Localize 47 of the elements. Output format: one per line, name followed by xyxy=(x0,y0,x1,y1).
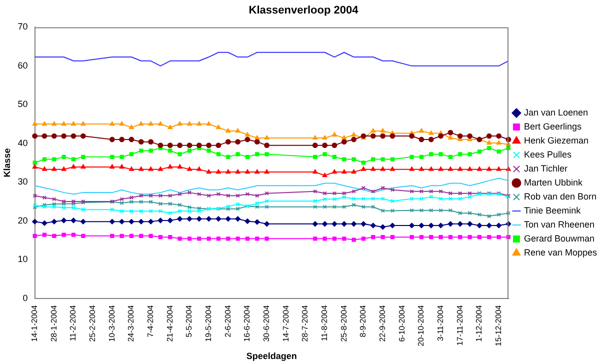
x-tick-label: 25-2-2004 xyxy=(88,304,98,342)
x-tick-label: 20-10-2004 xyxy=(416,304,426,346)
y-tick-label: 70 xyxy=(18,22,28,32)
x-tick-label: 19-5-2004 xyxy=(204,304,214,342)
legend-label: Kees Pulles xyxy=(524,149,572,160)
x-tick-label: 2-6-2004 xyxy=(223,304,232,338)
y-tick-label: 50 xyxy=(18,99,28,110)
legend-label: Henk Giezeman xyxy=(524,135,588,146)
x-tick-label: 11-2-2004 xyxy=(68,304,78,342)
x-tick-label: 8-9-2004 xyxy=(358,304,368,338)
x-tick-label: 6-10-2004 xyxy=(397,304,406,342)
x-tick-label: 22-9-2004 xyxy=(378,304,387,342)
y-tick-label: 10 xyxy=(18,254,28,264)
x-axis-title: Speeldagen xyxy=(246,351,297,362)
x-tick-label: 30-6-2004 xyxy=(262,304,271,342)
x-tick-label: 16-6-2004 xyxy=(242,304,252,342)
y-tick-label: 0 xyxy=(22,292,28,303)
x-tick-label: 17-11-2004 xyxy=(455,304,464,346)
legend-label: Rene van Moppes xyxy=(524,247,598,258)
x-tick-label: 14-7-2004 xyxy=(281,304,290,342)
x-tick-label: 24-3-2004 xyxy=(126,304,136,342)
legend-label: Marten Ubbink xyxy=(524,177,583,188)
legend-label: Tinie Beemink xyxy=(524,205,582,216)
legend-label: Gerard Bouwman xyxy=(524,233,594,244)
x-tick-label: 25-8-2004 xyxy=(339,304,348,342)
y-tick-label: 20 xyxy=(18,215,28,226)
x-tick-label: 5-5-2004 xyxy=(184,304,194,338)
x-tick-label: 15-12-2004 xyxy=(494,304,503,346)
legend-label: Rob van den Born xyxy=(524,191,597,202)
legend-label: Ton van Rheenen xyxy=(524,219,595,230)
x-tick-label: 7-4-2004 xyxy=(146,304,156,338)
x-tick-label: 21-4-2004 xyxy=(165,304,174,342)
x-tick-label: 10-3-2004 xyxy=(107,304,116,342)
x-tick-label: 28-1-2004 xyxy=(49,304,58,342)
y-axis-title: Klasse xyxy=(2,148,12,178)
x-tick-label: 28-7-2004 xyxy=(300,304,310,342)
x-tick-label: 1-12-2004 xyxy=(474,304,484,342)
chart-title: Klassenverloop 2004 xyxy=(248,4,360,17)
x-tick-label: 3-11-2004 xyxy=(436,304,445,342)
legend-label: Jan Tichler xyxy=(524,163,568,174)
y-tick-label: 40 xyxy=(18,138,28,148)
legend-label: Bert Geerlings xyxy=(524,121,582,132)
x-tick-label: 11-8-2004 xyxy=(320,304,329,342)
x-tick-label: 14-1-2004 xyxy=(30,304,40,342)
y-tick-label: 60 xyxy=(18,60,28,70)
legend-label: Jan van Loenen xyxy=(524,107,588,118)
y-tick-label: 30 xyxy=(18,176,28,187)
